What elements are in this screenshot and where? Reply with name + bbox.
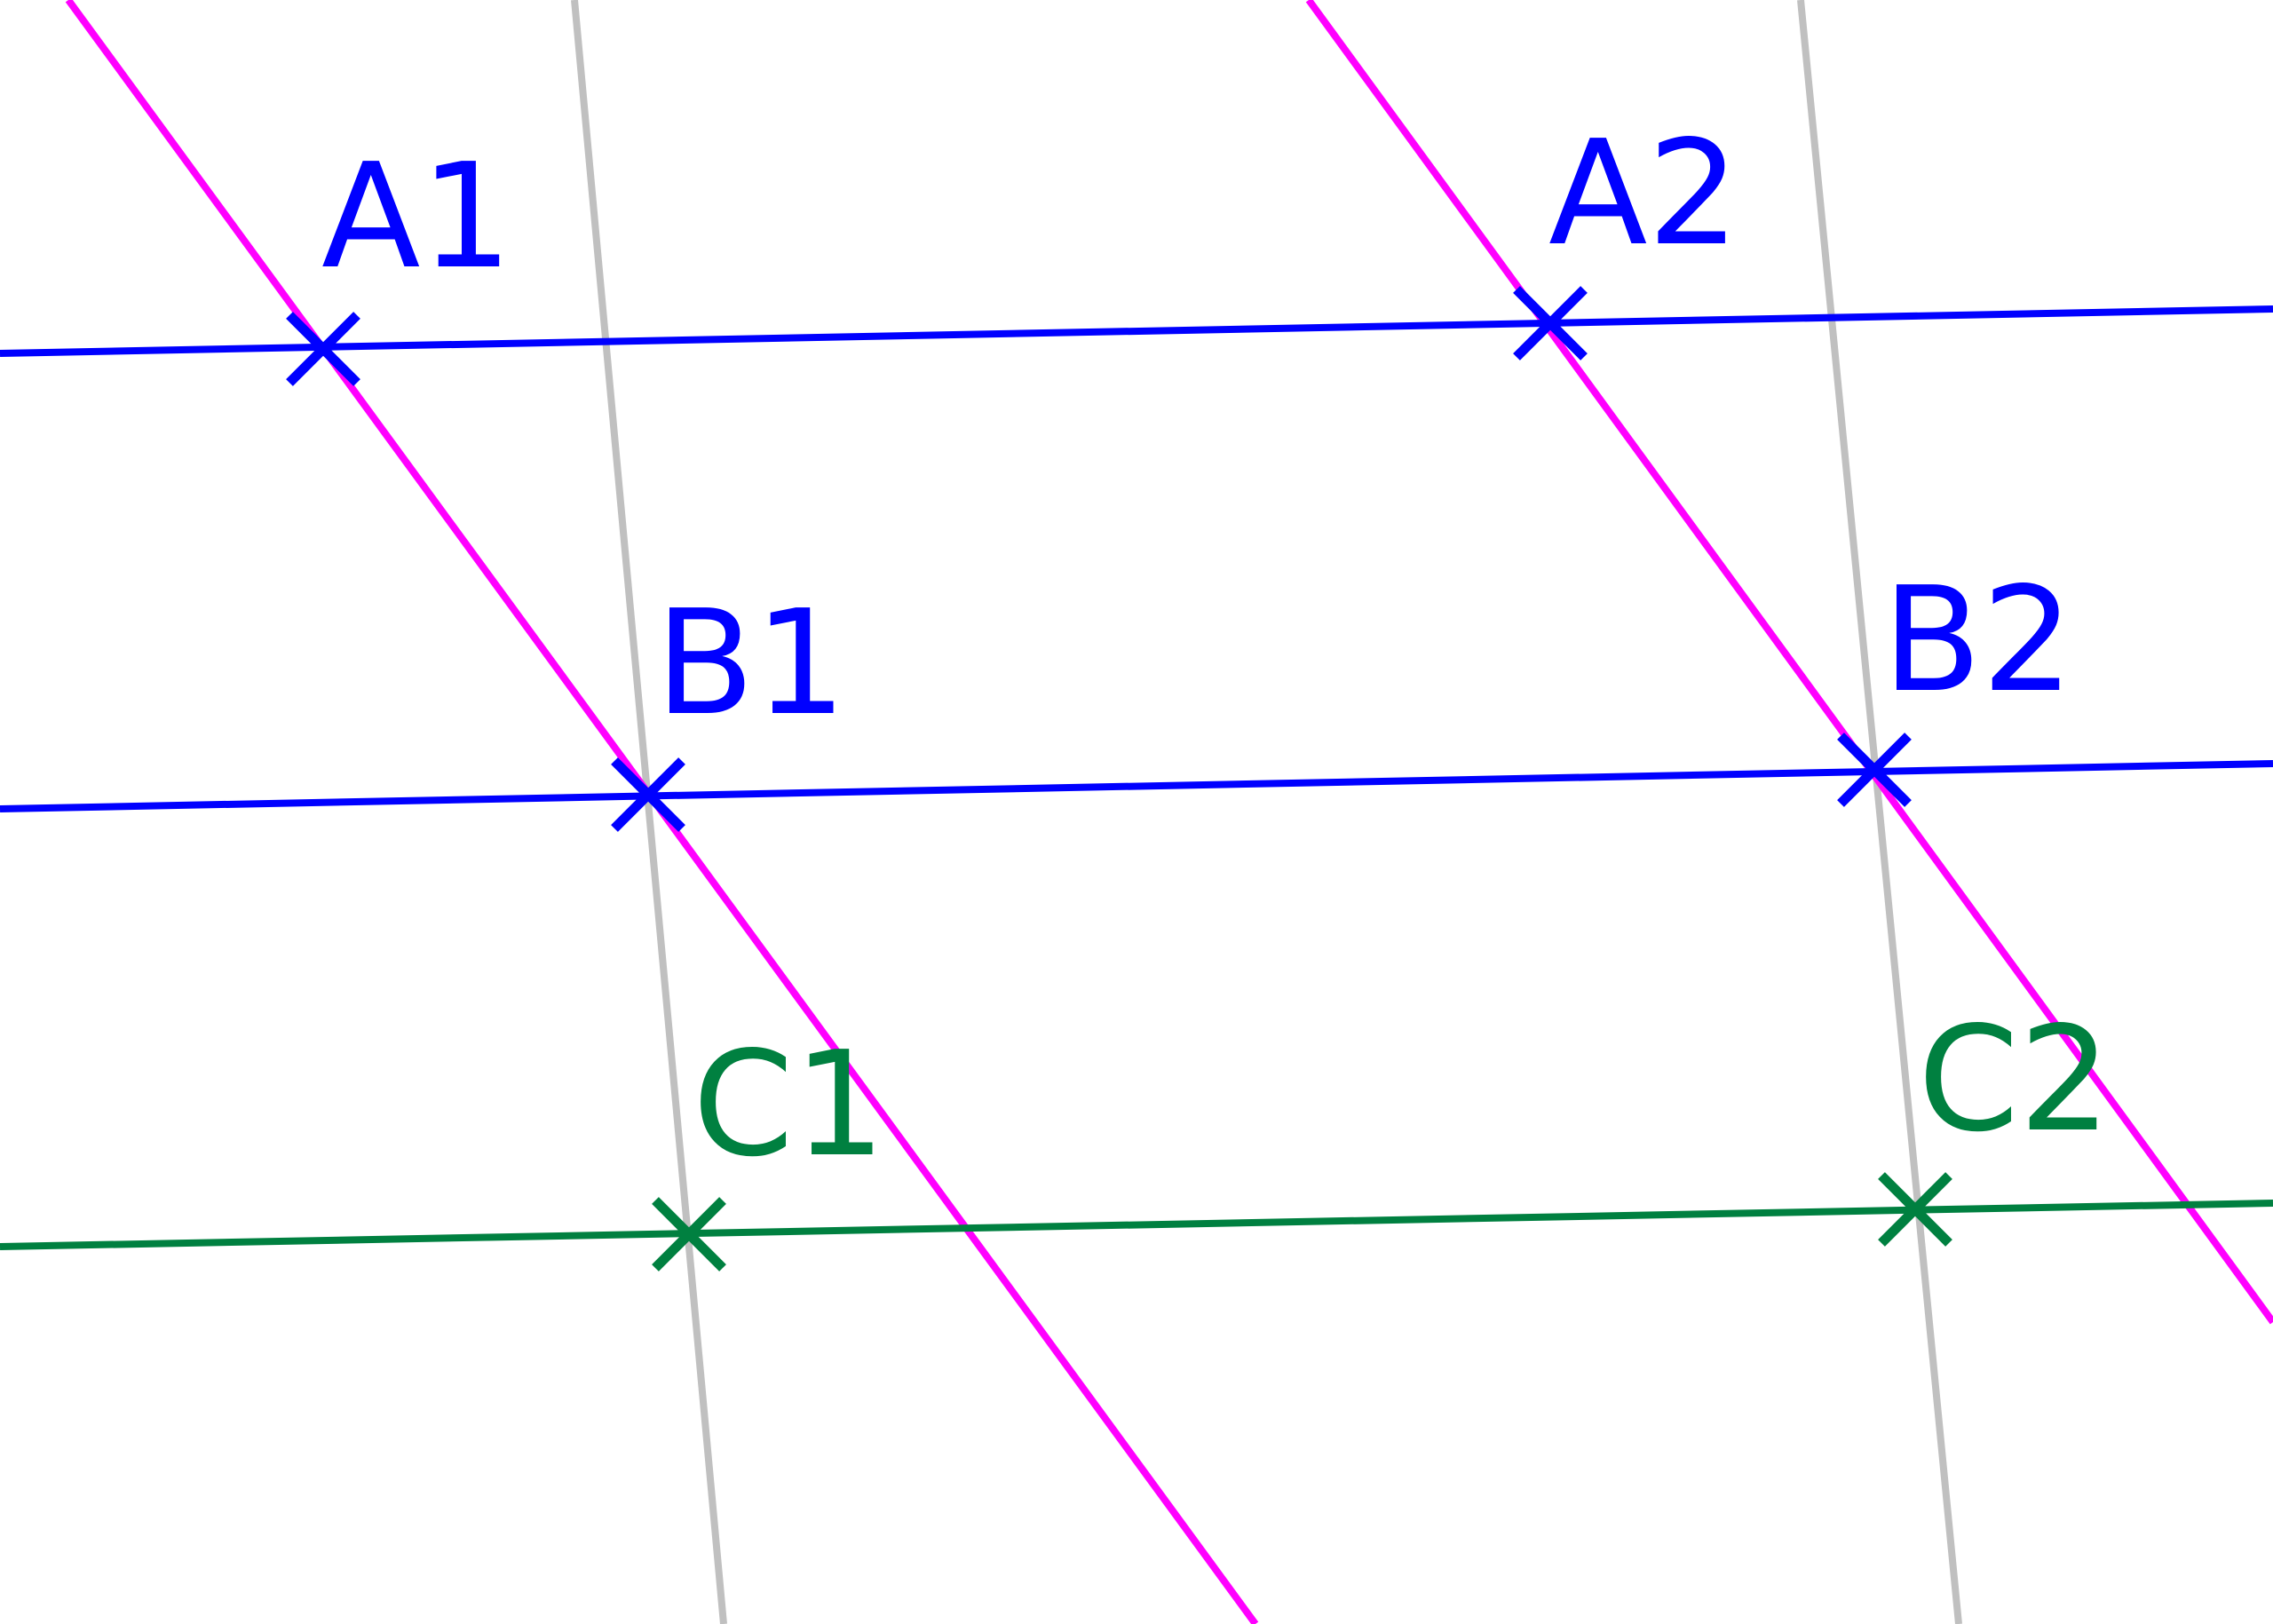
gray-line [571, 0, 727, 1624]
blue-line [0, 305, 2273, 357]
point-label: B2 [1882, 557, 2074, 725]
magenta-line [1305, 0, 2273, 1325]
point-marker [1837, 733, 1912, 807]
markers [286, 286, 1952, 1271]
point-label: C2 [1918, 996, 2111, 1164]
point-label: B1 [655, 580, 847, 748]
point-marker [1513, 286, 1588, 360]
point-label: A2 [1548, 110, 1739, 278]
green-line [0, 1200, 2273, 1250]
point-marker [652, 1197, 726, 1271]
point-label: C1 [693, 1021, 886, 1189]
gray-line [1797, 0, 1962, 1624]
blue-line [0, 760, 2273, 812]
point-label: A1 [321, 133, 512, 301]
point-marker [286, 312, 360, 386]
point-marker [1878, 1172, 1952, 1247]
point-marker [611, 757, 685, 832]
